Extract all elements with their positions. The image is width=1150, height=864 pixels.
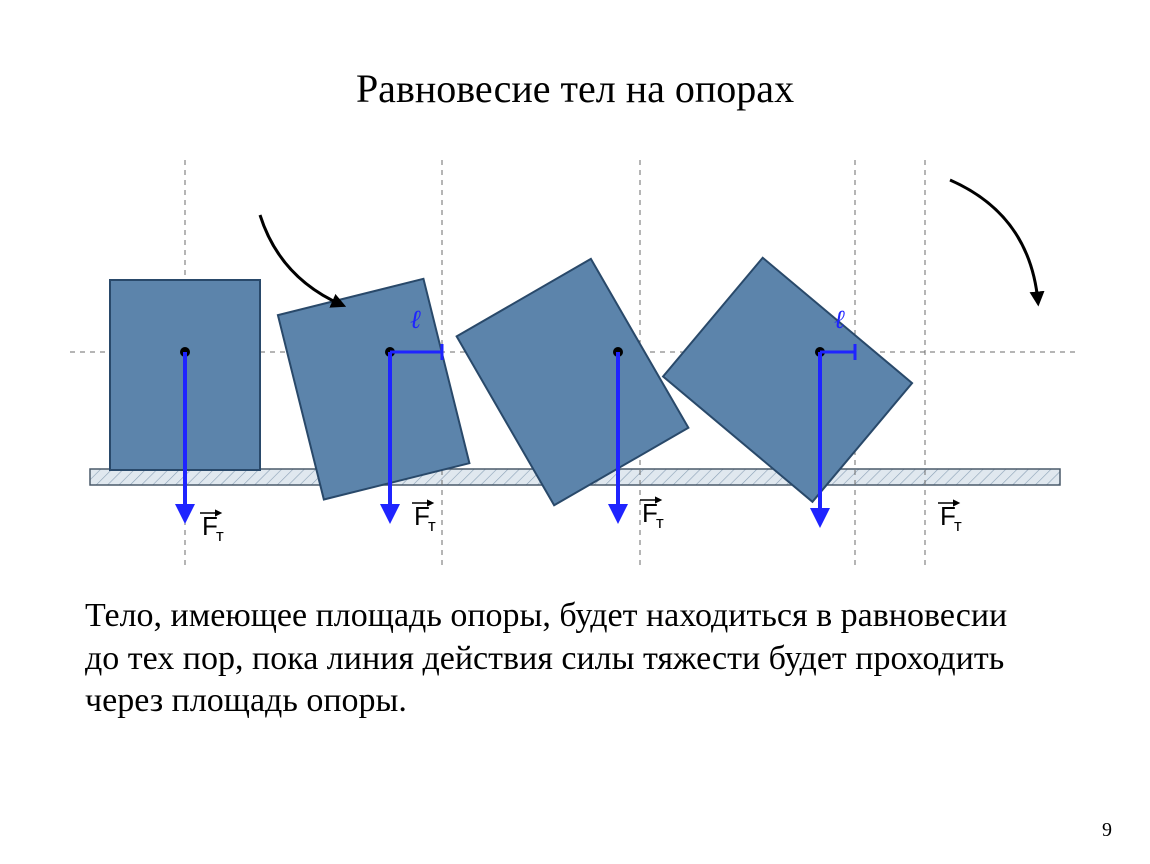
svg-text:т: т: [656, 513, 664, 532]
page-title: Равновесие тел на опорах: [0, 65, 1150, 112]
equilibrium-diagram: FтFтℓFтFтℓ: [70, 160, 1080, 570]
svg-text:ℓ: ℓ: [410, 305, 421, 334]
svg-text:т: т: [954, 516, 962, 535]
svg-text:т: т: [428, 516, 436, 535]
body-text: Тело, имеющее площадь опоры, будет наход…: [85, 595, 1045, 723]
page-number: 9: [1102, 819, 1112, 842]
svg-text:т: т: [216, 526, 224, 545]
svg-text:ℓ: ℓ: [834, 305, 845, 334]
